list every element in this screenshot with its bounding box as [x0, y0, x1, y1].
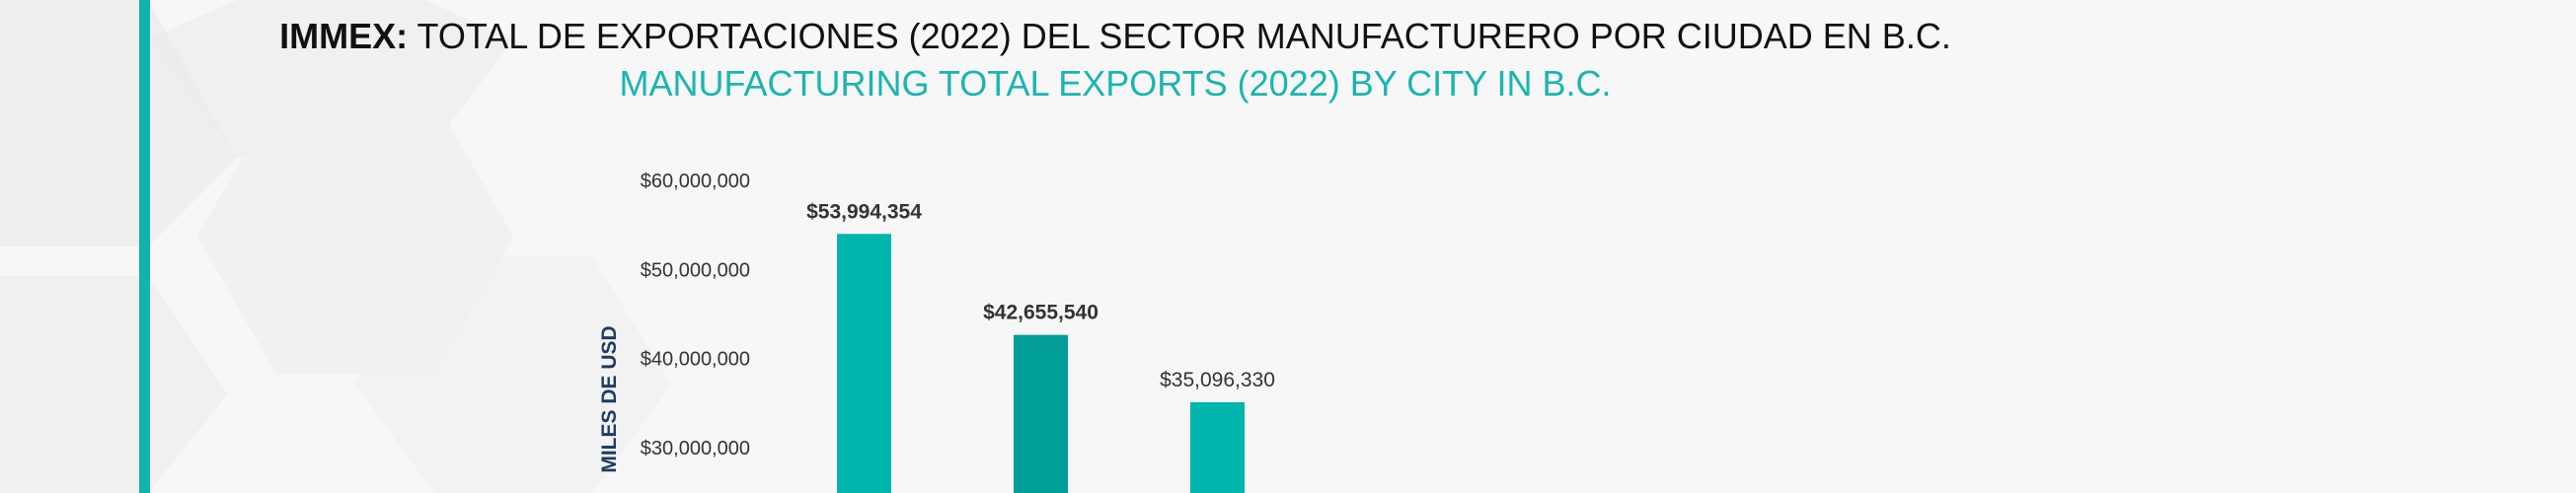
y-tick-label: $60,000,000 [641, 171, 750, 192]
bar-value-label: $35,096,330 [1160, 369, 1275, 391]
bar-2 [1014, 334, 1068, 493]
value-labels: $53,994,354 $42,655,540 $35,096,330 [806, 200, 1275, 391]
bars [837, 234, 1245, 493]
bar-1 [837, 234, 891, 493]
y-tick-label: $30,000,000 [641, 438, 750, 459]
chart-subtitle: MANUFACTURING TOTAL EXPORTS (2022) BY CI… [619, 63, 1612, 104]
accent-vertical-bar [139, 0, 150, 493]
y-axis-label: MILES DE USD [598, 325, 621, 472]
title-brand: IMMEX: [279, 16, 409, 56]
bar-value-label: $53,994,354 [806, 200, 922, 223]
y-tick-label: $40,000,000 [641, 349, 750, 371]
bar-3 [1190, 401, 1245, 493]
y-axis-ticks: $60,000,000 $50,000,000 $40,000,000 $30,000… [641, 171, 750, 459]
chart-title: IMMEX: TOTAL DE EXPORTACIONES (2022) DEL… [0, 16, 2231, 57]
title-spanish: TOTAL DE EXPORTACIONES (2022) DEL SECTOR… [408, 16, 1951, 56]
bar-value-label: $42,655,540 [983, 302, 1099, 324]
y-tick-label: $50,000,000 [641, 259, 750, 281]
